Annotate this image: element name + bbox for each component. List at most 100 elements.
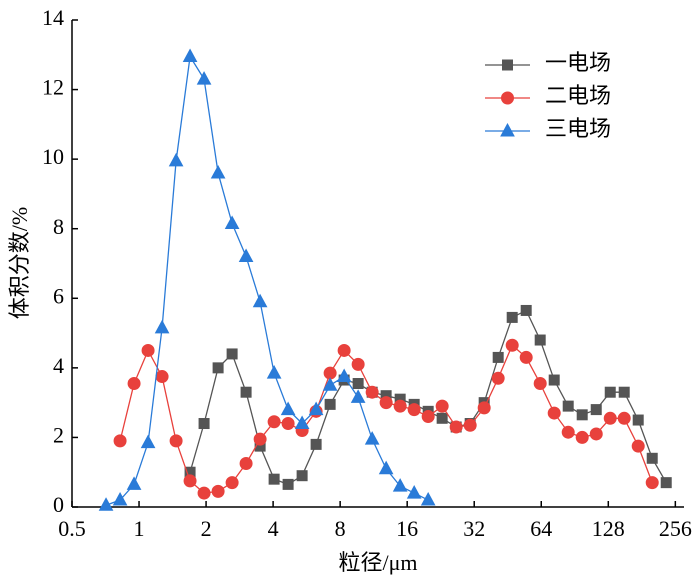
marker	[210, 165, 226, 179]
marker	[98, 497, 114, 511]
marker	[378, 460, 394, 475]
marker	[337, 343, 351, 357]
marker	[506, 311, 518, 323]
x-tick-label: 64	[530, 516, 552, 541]
y-tick-label: 2	[53, 422, 64, 447]
marker	[618, 386, 630, 398]
marker	[561, 425, 575, 439]
x-tick-label: 8	[335, 516, 346, 541]
marker	[183, 474, 197, 488]
marker	[492, 351, 504, 363]
marker	[632, 414, 644, 426]
x-tick-label: 32	[463, 516, 485, 541]
marker	[127, 377, 141, 391]
marker	[197, 486, 211, 500]
x-tick-label: 2	[201, 516, 212, 541]
y-tick-label: 14	[42, 5, 64, 30]
marker	[575, 430, 589, 444]
x-tick-label: 4	[268, 516, 279, 541]
marker	[420, 491, 436, 506]
marker	[436, 412, 448, 424]
marker	[562, 400, 574, 412]
x-tick-label: 128	[592, 516, 625, 541]
marker	[660, 477, 672, 489]
marker	[392, 478, 408, 492]
marker	[239, 457, 253, 471]
marker	[350, 389, 366, 403]
marker	[407, 403, 421, 417]
marker	[296, 470, 308, 482]
marker	[365, 385, 379, 399]
x-axis-label: 粒径/μm	[338, 550, 417, 575]
marker	[477, 401, 491, 415]
marker	[224, 215, 240, 229]
marker	[252, 293, 268, 308]
y-tick-label: 4	[53, 353, 64, 378]
marker	[140, 434, 156, 449]
marker	[533, 377, 547, 391]
marker	[253, 432, 267, 446]
marker	[126, 476, 142, 490]
y-tick-label: 8	[53, 214, 64, 239]
marker	[294, 415, 310, 430]
series-line	[105, 54, 429, 506]
marker	[534, 334, 546, 346]
x-tick-label: 256	[659, 516, 692, 541]
marker	[505, 338, 519, 352]
marker	[182, 48, 198, 63]
y-tick-label: 12	[42, 75, 64, 100]
marker	[198, 418, 210, 430]
marker	[113, 434, 127, 448]
marker	[379, 396, 393, 410]
marker	[576, 409, 588, 421]
marker	[590, 404, 602, 416]
marker	[603, 411, 617, 425]
marker	[351, 357, 365, 371]
x-tick-label: 16	[396, 516, 418, 541]
y-tick-label: 6	[53, 283, 64, 308]
marker	[645, 476, 659, 490]
marker	[225, 476, 239, 490]
marker	[281, 417, 295, 431]
x-tick-label: 1	[134, 516, 145, 541]
marker	[502, 59, 513, 71]
marker	[393, 399, 407, 413]
marker	[154, 319, 170, 334]
marker	[421, 410, 435, 424]
legend-label: 一电场	[545, 50, 611, 75]
marker	[548, 374, 560, 386]
marker	[364, 431, 380, 445]
x-tick-label: 0.5	[58, 516, 86, 541]
marker	[589, 427, 603, 441]
y-tick-label: 0	[53, 492, 64, 517]
marker	[196, 71, 212, 85]
marker	[435, 399, 449, 413]
marker	[463, 418, 477, 432]
marker	[226, 348, 238, 360]
legend-label: 三电场	[545, 116, 611, 141]
marker	[631, 439, 645, 453]
marker	[604, 386, 616, 398]
marker	[112, 491, 128, 506]
marker	[324, 398, 336, 410]
marker	[491, 371, 505, 385]
marker	[547, 406, 561, 420]
marker	[520, 304, 532, 316]
marker	[310, 438, 322, 450]
marker	[212, 362, 224, 374]
marker	[617, 411, 631, 425]
marker	[352, 378, 364, 390]
marker	[322, 377, 338, 391]
marker	[519, 350, 533, 364]
y-tick-label: 10	[42, 144, 64, 169]
y-axis-label: 体积分数/%	[7, 207, 32, 319]
marker	[155, 370, 169, 384]
marker	[240, 386, 252, 398]
legend-label: 二电场	[545, 83, 611, 108]
marker	[267, 415, 281, 429]
marker	[266, 365, 282, 379]
marker	[336, 368, 352, 383]
marker	[238, 248, 254, 263]
marker	[282, 478, 294, 490]
